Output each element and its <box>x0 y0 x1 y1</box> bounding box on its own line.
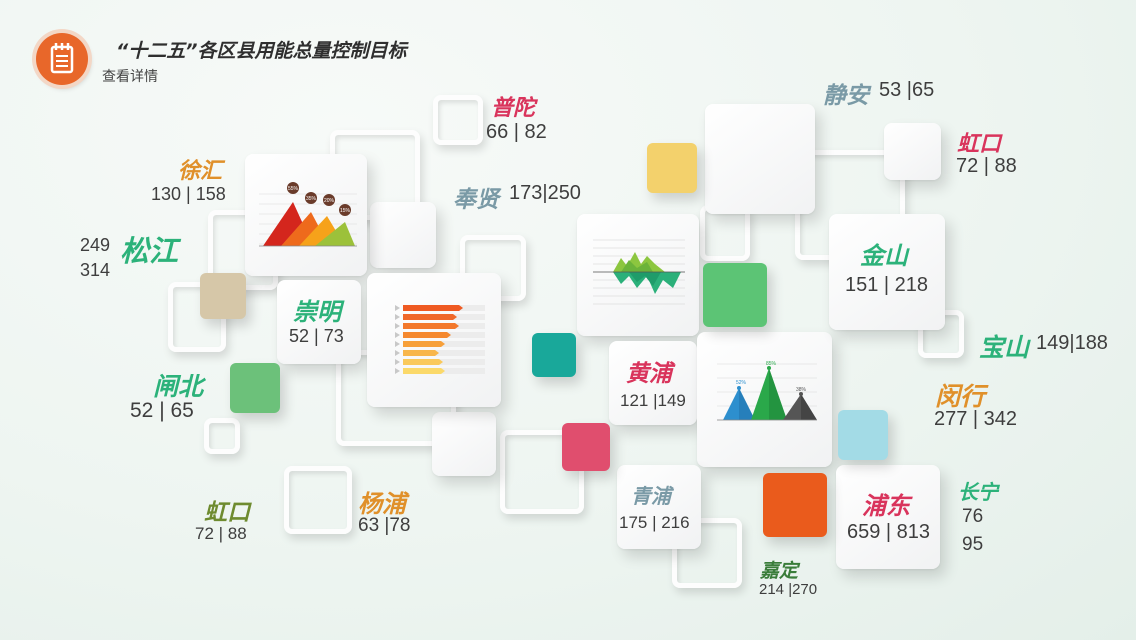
triangle-label-4: 15% <box>340 208 351 214</box>
district-values-huangpu: 121 |149 <box>620 391 686 410</box>
tile <box>432 412 496 476</box>
triangle-chart-card: 55% 35% 20% 15% <box>245 154 367 276</box>
mountain-label-1: 52% <box>736 380 747 386</box>
district-values-xuhui: 130 | 158 <box>151 184 226 204</box>
mountain-label-2: 85% <box>766 361 777 367</box>
district-values-yangpu: 63 |78 <box>358 515 411 536</box>
district-name-fengxian: 奉贤 <box>453 187 499 213</box>
jinshan-card[interactable] <box>829 214 945 330</box>
district-value2-songjiang: 314 <box>80 260 111 280</box>
bar-chart-graphic <box>395 305 485 374</box>
district-name-minhang: 闵行 <box>935 382 986 411</box>
huangpu-card[interactable] <box>609 341 697 425</box>
color-square <box>838 410 888 460</box>
district-values-hongkou-left: 72 | 88 <box>195 524 247 543</box>
deco-ring <box>284 466 352 534</box>
district-name-jinshan: 金山 <box>860 242 908 270</box>
color-square <box>763 473 827 537</box>
district-value2-changning: 95 <box>962 534 984 555</box>
district-values-pudong: 659 | 813 <box>847 521 931 543</box>
bar-chart-card <box>367 273 501 407</box>
pudong-card[interactable] <box>836 465 940 569</box>
area-chart-card <box>577 214 699 336</box>
color-square <box>532 333 576 377</box>
qingpu-card[interactable] <box>617 465 701 549</box>
header-icon-badge <box>36 33 88 85</box>
district-values-chongming: 52 | 73 <box>289 326 344 346</box>
district-values-fengxian: 173|250 <box>509 182 581 204</box>
page-title: “十二五”各区县用能总量控制目标 <box>116 40 407 62</box>
district-value1-changning: 76 <box>962 506 984 527</box>
triangle-label-3: 20% <box>324 198 335 204</box>
district-name-qingpu: 青浦 <box>631 484 671 508</box>
color-square <box>562 423 610 471</box>
district-values-jiading: 214 |270 <box>759 581 818 598</box>
district-name-jingan: 静安 <box>823 83 869 109</box>
deco-ring <box>433 95 483 145</box>
district-name-putuo: 普陀 <box>491 96 536 121</box>
district-name-songjiang: 松江 <box>120 234 179 268</box>
tile <box>884 123 941 180</box>
district-value1-songjiang: 249 <box>80 235 111 255</box>
color-square <box>647 143 697 193</box>
area-chart-graphic <box>593 239 685 305</box>
district-name-zhabei: 闸北 <box>153 372 204 401</box>
deco-ring <box>500 430 584 514</box>
notepad-icon <box>50 43 74 74</box>
district-name-hongkou-left: 虹口 <box>204 500 250 526</box>
district-values-zhabei: 52 | 65 <box>130 399 194 422</box>
district-values-qingpu: 175 | 216 <box>619 513 690 532</box>
triangle-label-1: 55% <box>288 186 299 192</box>
mountain-chart-card: 52% 85% 38% <box>697 332 832 467</box>
district-name-pudong: 浦东 <box>862 492 910 520</box>
color-square <box>230 363 280 413</box>
chongming-card[interactable] <box>277 280 361 364</box>
triangle-chart-graphic: 55% 35% 20% 15% <box>259 182 357 247</box>
triangle-label-2: 35% <box>306 196 317 202</box>
district-name-yangpu: 杨浦 <box>358 490 406 518</box>
district-name-changning: 长宁 <box>958 480 998 504</box>
district-name-jiading: 嘉定 <box>760 560 799 582</box>
district-values-jingan: 53 |65 <box>879 79 935 101</box>
color-square <box>200 273 246 319</box>
district-name-xuhui: 徐汇 <box>178 159 223 184</box>
color-square <box>703 263 767 327</box>
deco-ring <box>204 418 240 454</box>
district-values-baoshan: 149|188 <box>1036 332 1108 354</box>
district-name-hongkou-right: 虹口 <box>957 132 1002 157</box>
tile <box>705 104 815 214</box>
district-values-putuo: 66 | 82 <box>486 121 547 143</box>
mountain-label-3: 38% <box>796 387 807 393</box>
view-details-link[interactable]: 查看详情 <box>102 68 158 84</box>
district-name-baoshan: 宝山 <box>979 333 1030 362</box>
district-values-hongkou-right: 72 | 88 <box>956 155 1017 177</box>
district-name-chongming: 崇明 <box>293 298 341 326</box>
district-values-minhang: 277 | 342 <box>934 408 1018 430</box>
tile <box>370 202 436 268</box>
deco-ring <box>672 518 742 588</box>
district-name-huangpu: 黄浦 <box>626 361 672 387</box>
district-values-jinshan: 151 | 218 <box>845 274 929 296</box>
mountain-chart-graphic: 52% 85% 38% <box>717 361 817 421</box>
